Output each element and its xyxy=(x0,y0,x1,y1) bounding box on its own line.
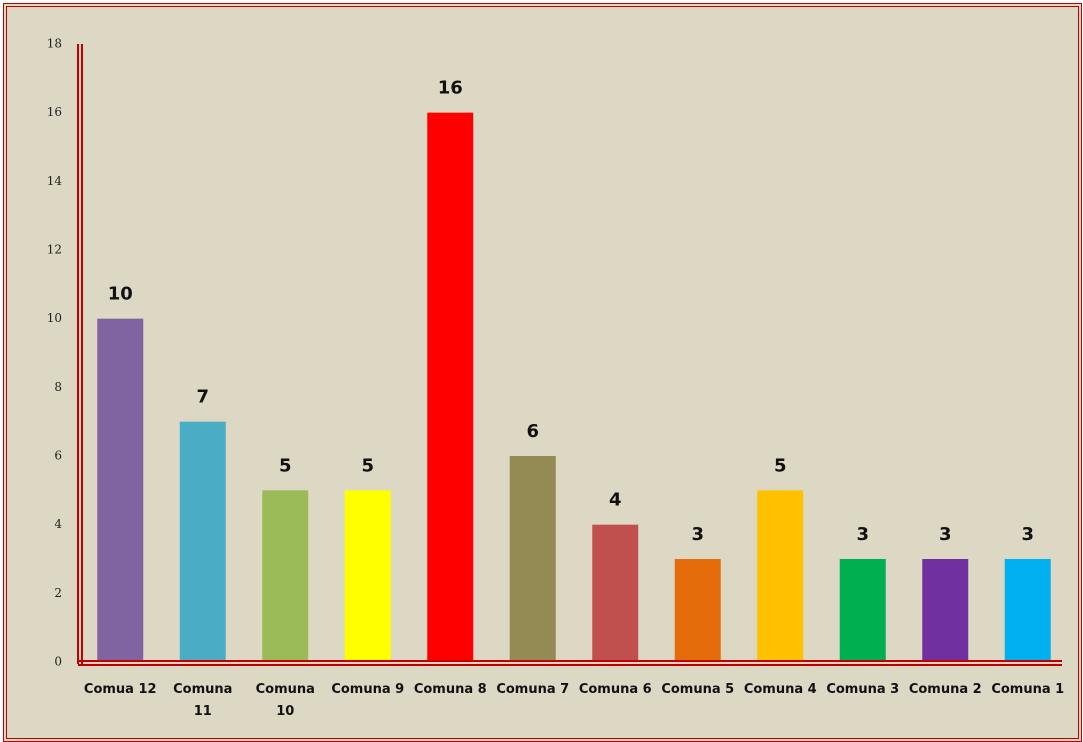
y-tick-label: 16 xyxy=(47,105,62,119)
x-tick-label: Comuna 1 xyxy=(991,682,1065,697)
value-label: 3 xyxy=(1021,524,1034,545)
value-label: 5 xyxy=(361,455,374,476)
x-tick-label: Comuna 2 xyxy=(908,682,982,697)
bar xyxy=(839,559,886,662)
value-label: 3 xyxy=(939,524,952,545)
bar xyxy=(922,559,969,662)
y-tick-label: 8 xyxy=(54,380,62,394)
value-label: 3 xyxy=(691,524,704,545)
value-label: 16 xyxy=(438,78,463,99)
x-tick-label: Comuna 7 xyxy=(496,682,570,697)
bar xyxy=(592,524,639,662)
bar xyxy=(1004,559,1051,662)
x-tick-label: Comuna 5 xyxy=(661,682,735,697)
bar xyxy=(757,490,804,662)
y-tick-label: 12 xyxy=(47,243,62,257)
bar xyxy=(674,559,721,662)
bar xyxy=(97,318,144,662)
y-tick-label: 4 xyxy=(54,517,62,531)
x-tick-label: Comuna 11 xyxy=(173,682,233,719)
value-label: 10 xyxy=(108,284,133,305)
bar xyxy=(344,490,391,662)
x-tick-label: Comuna 4 xyxy=(743,682,817,697)
value-label: 7 xyxy=(196,387,209,408)
x-tick-label: Comuna 8 xyxy=(413,682,487,697)
y-tick-label: 18 xyxy=(47,37,62,51)
bar xyxy=(179,421,226,662)
value-label: 6 xyxy=(526,421,539,442)
value-label: 5 xyxy=(774,455,787,476)
bar xyxy=(262,490,309,662)
x-tick-label: Comua 12 xyxy=(83,682,157,697)
bar xyxy=(427,112,474,662)
y-tick-label: 14 xyxy=(47,174,63,188)
x-tick-label: Comuna 3 xyxy=(826,682,900,697)
value-label: 3 xyxy=(856,524,869,545)
y-tick-label: 6 xyxy=(54,449,62,463)
x-tick-label: Comuna 10 xyxy=(255,682,315,719)
value-label: 4 xyxy=(609,490,622,511)
bar xyxy=(509,456,556,662)
x-tick-label: Comuna 6 xyxy=(578,682,652,697)
y-tick-label: 10 xyxy=(47,311,62,325)
x-tick-label: Comuna 9 xyxy=(331,682,405,697)
y-tick-label: 2 xyxy=(54,586,62,600)
y-tick-label: 0 xyxy=(54,655,62,669)
value-label: 5 xyxy=(279,455,292,476)
